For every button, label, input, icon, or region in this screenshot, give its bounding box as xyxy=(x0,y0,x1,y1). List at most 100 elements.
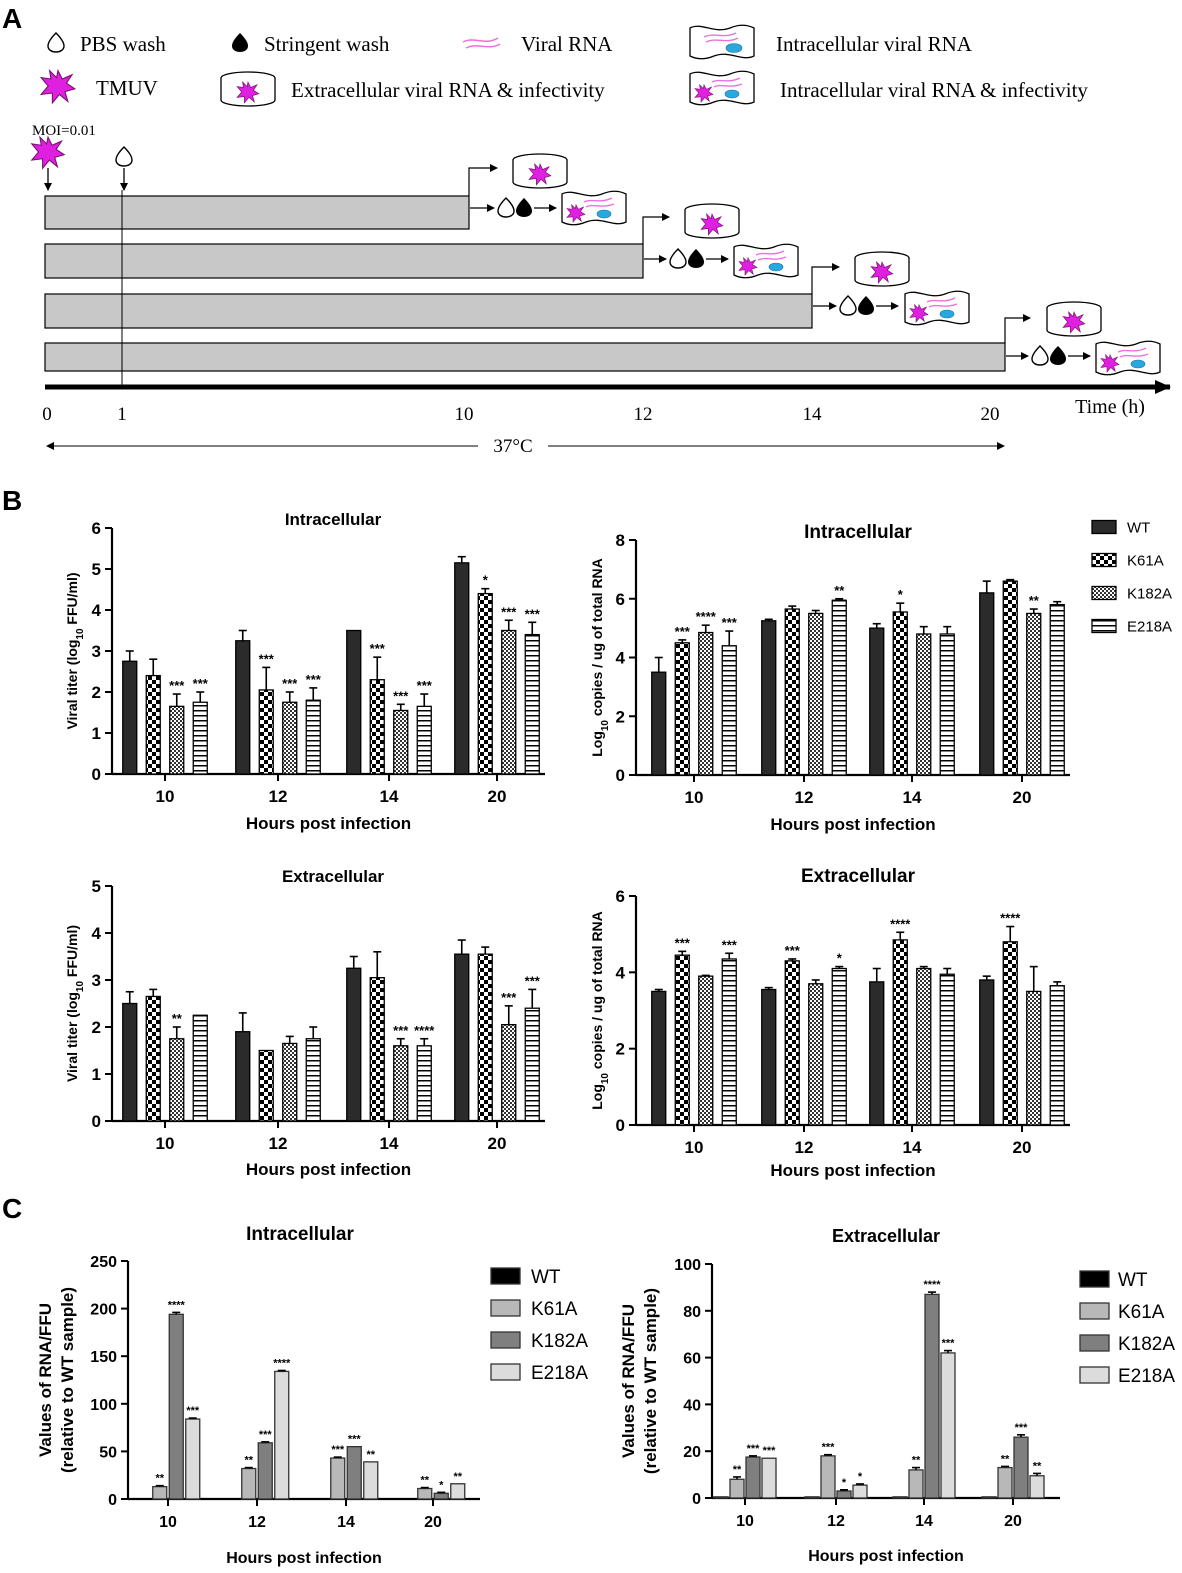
bar xyxy=(804,1496,820,1499)
bar xyxy=(869,627,885,776)
bar xyxy=(258,689,274,775)
significance-label: *** xyxy=(282,676,298,691)
y-tick-label: 40 xyxy=(683,1397,701,1414)
significance-label: ** xyxy=(834,583,845,598)
bar xyxy=(192,1014,208,1122)
bar xyxy=(1049,985,1065,1126)
bar xyxy=(305,1038,321,1122)
significance-label: ** xyxy=(1033,1460,1042,1472)
chart-title: Intracellular xyxy=(285,510,382,529)
legend-label: WT xyxy=(1127,519,1150,536)
legend-label: K182A xyxy=(1118,1334,1175,1355)
x-tick-label: 14 xyxy=(903,788,922,807)
schematic-legend: PBS wash Stringent wash Viral RNA Intrac… xyxy=(40,24,1088,106)
bar xyxy=(892,939,908,1126)
y-tick-label: 150 xyxy=(90,1349,117,1366)
x-axis-label: Hours post infection xyxy=(770,1161,935,1180)
bar xyxy=(235,1031,251,1122)
y-tick-label: 50 xyxy=(99,1444,117,1461)
legend-label: E218A xyxy=(531,1363,588,1384)
bar xyxy=(122,1002,138,1122)
bar xyxy=(674,642,690,776)
bar xyxy=(761,620,777,776)
bar xyxy=(852,1484,868,1499)
y-tick-label: 2 xyxy=(92,683,101,702)
bar xyxy=(981,1496,997,1499)
significance-label: *** xyxy=(822,1442,836,1454)
y-axis-label: Log10 copies / ug of total RNA xyxy=(589,911,611,1110)
bar xyxy=(346,967,362,1122)
legend-label: K61A xyxy=(531,1299,578,1320)
bar xyxy=(169,1038,185,1122)
bar xyxy=(501,629,517,775)
legend-stringent-wash: Stringent wash xyxy=(264,32,390,56)
legend-label: K61A xyxy=(1118,1302,1165,1323)
y-tick-label: 5 xyxy=(92,877,101,896)
bar xyxy=(393,1045,409,1122)
bar xyxy=(745,1456,761,1499)
significance-label: *** xyxy=(525,606,541,621)
significance-label: ** xyxy=(453,1471,462,1483)
panel-label-b: B xyxy=(2,485,22,516)
bar xyxy=(122,660,138,775)
significance-label: *** xyxy=(348,1434,362,1446)
y-axis-label: Viral titer (log10 FFU/ml) xyxy=(64,572,86,729)
significance-label: *** xyxy=(525,973,541,988)
tmuv-inoculation-icon xyxy=(31,136,65,169)
y-tick-label: 0 xyxy=(692,1491,701,1508)
bar xyxy=(524,633,540,775)
x-tick-label: 12 xyxy=(248,1514,266,1531)
y-tick-label: 6 xyxy=(92,519,101,538)
bar xyxy=(363,1461,379,1500)
legend-label: WT xyxy=(1118,1270,1148,1291)
significance-label: *** xyxy=(501,990,517,1005)
y-tick-label: 3 xyxy=(92,642,101,661)
bar xyxy=(916,633,932,776)
legend-label: K182A xyxy=(531,1331,588,1352)
bar xyxy=(168,1313,184,1500)
y-tick-label: 100 xyxy=(674,1257,701,1274)
bar xyxy=(192,701,208,775)
bar xyxy=(145,995,161,1122)
x-tick-label: 12 xyxy=(795,1138,814,1157)
x-tick-label: 14 xyxy=(337,1514,355,1531)
bar xyxy=(721,958,737,1126)
significance-label: *** xyxy=(193,676,209,691)
significance-label: *** xyxy=(370,641,386,656)
legend-swatch xyxy=(1079,1366,1110,1384)
bar xyxy=(330,1457,346,1500)
significance-label: *** xyxy=(501,604,517,619)
x-axis-label: Hours post infection xyxy=(226,1550,382,1567)
y-tick-label: 4 xyxy=(616,963,626,982)
significance-label: *** xyxy=(393,688,409,703)
bar xyxy=(721,645,737,776)
bar xyxy=(1002,580,1018,776)
initial-pbs-wash-icon xyxy=(115,146,133,167)
x-axis-label: Hours post infection xyxy=(246,814,411,833)
bar xyxy=(477,953,493,1122)
significance-label: *** xyxy=(306,672,322,687)
significance-label: *** xyxy=(747,1443,761,1455)
y-tick-label: 4 xyxy=(92,924,102,943)
significance-label: * xyxy=(842,1477,847,1489)
bar xyxy=(257,1442,273,1500)
bar xyxy=(454,562,470,775)
x-tick-label: 10 xyxy=(156,1134,175,1153)
significance-label: * xyxy=(837,951,843,966)
significance-label: *** xyxy=(331,1444,345,1456)
dish-12h xyxy=(685,204,739,238)
x-axis-label: Hours post infection xyxy=(808,1548,964,1565)
cell-12h xyxy=(734,244,798,277)
x-axis-label: Hours post infection xyxy=(770,815,935,834)
bar xyxy=(831,967,847,1126)
x-tick-label: 20 xyxy=(488,787,507,806)
bar xyxy=(784,960,800,1126)
time-tick: 14 xyxy=(803,404,823,425)
bar xyxy=(808,612,824,776)
timeline-bar-12h xyxy=(44,243,644,279)
chart-title: Extracellular xyxy=(832,1226,940,1246)
bar xyxy=(979,979,995,1126)
bar xyxy=(892,611,908,776)
